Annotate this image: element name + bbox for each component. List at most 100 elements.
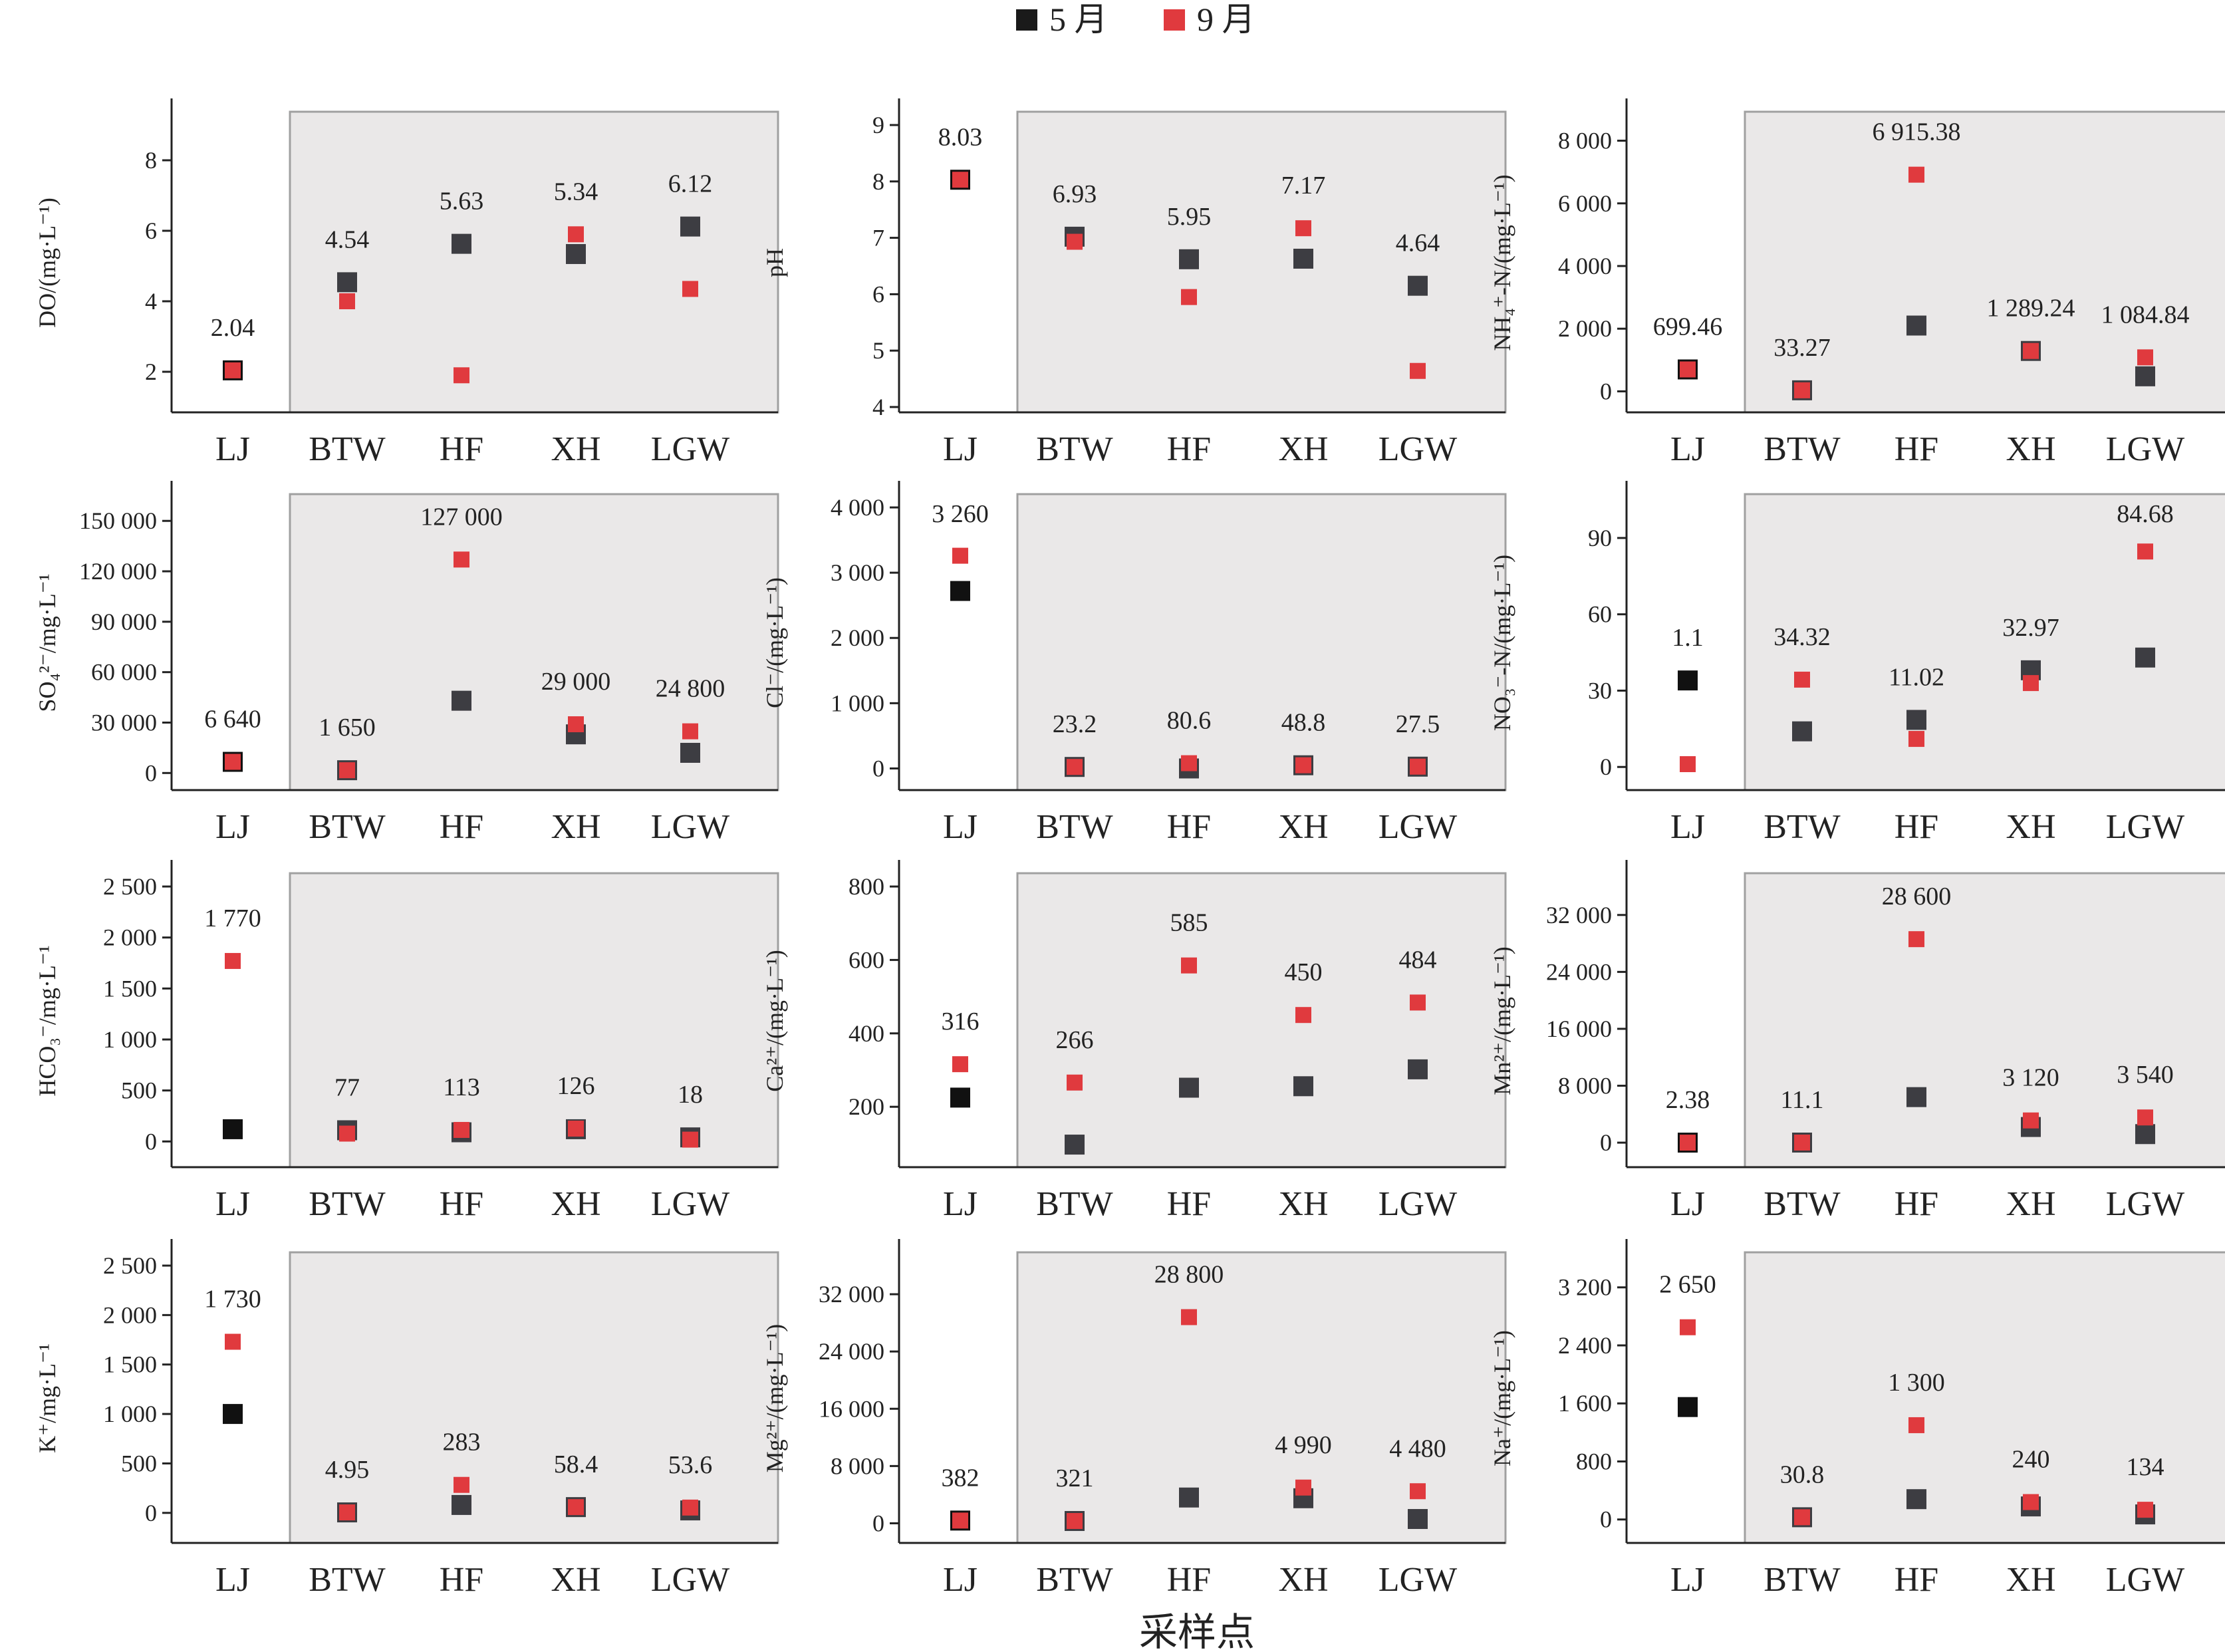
data-label: 24 800 <box>656 675 725 703</box>
data-label: 34.32 <box>1773 623 1831 651</box>
chart-mn: 0 8 000 16 000 24 000 32 000 LJ BTW HF XH LGW Mn²⁺… <box>1489 860 2225 1223</box>
y-tick-label: 9 <box>872 112 884 138</box>
y-tick-label: 8 <box>872 168 884 195</box>
data-label: 699.46 <box>1653 313 1723 341</box>
x-tick-label: LGW <box>1378 1185 1457 1223</box>
x-tick-label: HF <box>1895 1561 1938 1599</box>
point-sep <box>952 172 968 188</box>
data-label: 585 <box>1170 909 1208 937</box>
chart-no3: 0 30 60 90 LJ BTW HF XH LGW NO₃⁻-N/(mg·L⁻¹) 1.1 34.… <box>1489 481 2225 846</box>
x-tick-label: LJ <box>943 1185 978 1223</box>
data-label: 266 <box>1056 1026 1094 1054</box>
point-sep <box>1680 1135 1696 1151</box>
point-may <box>223 1119 243 1139</box>
y-tick-label: 120 000 <box>79 558 157 585</box>
data-label: 4.54 <box>325 225 370 253</box>
x-tick-label: LJ <box>215 1561 250 1599</box>
data-label: 1 289.24 <box>1987 295 2075 323</box>
data-label: 58.4 <box>554 1450 598 1478</box>
point-sep <box>339 1125 355 1142</box>
y-tick-label: 0 <box>145 1128 157 1155</box>
x-tick-label: LJ <box>943 1561 978 1599</box>
point-may <box>452 690 471 711</box>
y-tick-label: 800 <box>1576 1448 1612 1474</box>
point-sep <box>682 281 698 297</box>
x-tick-label: XH <box>2006 1185 2055 1223</box>
point-may <box>2135 1124 2155 1145</box>
y-tick-label: 6 <box>872 281 884 307</box>
y-tick-label: 500 <box>121 1450 157 1476</box>
point-may <box>1408 275 1428 296</box>
point-sep <box>1295 1007 1311 1024</box>
data-label: 6 915.38 <box>1873 118 1961 146</box>
y-tick-label: 0 <box>145 1500 157 1526</box>
y-tick-label: 1 600 <box>1558 1390 1612 1417</box>
legend: 5 月 9 月 <box>1016 1 1255 38</box>
x-tick-label: LGW <box>2106 430 2184 468</box>
shaded-region <box>1744 1251 2225 1544</box>
point-sep <box>568 226 584 243</box>
y-tick-label: 0 <box>1600 1129 1612 1156</box>
point-sep <box>952 547 968 564</box>
x-tick-label: HF <box>1167 1185 1211 1223</box>
point-sep <box>1067 759 1083 775</box>
x-tick-label: BTW <box>1764 430 1841 468</box>
y-tick-label: 8 000 <box>1558 1073 1612 1099</box>
shaded-region <box>289 1251 779 1544</box>
x-tick-label: XH <box>551 1561 600 1599</box>
x-tick-label: LJ <box>215 430 250 468</box>
y-axis-label: Ca²⁺/(mg·L⁻¹) <box>761 950 788 1092</box>
x-tick-label: LGW <box>651 1561 729 1599</box>
y-axis-label: NO₃⁻-N/(mg·L⁻¹) <box>1489 555 1515 731</box>
x-tick-label: LJ <box>1670 1561 1705 1599</box>
data-label: 113 <box>443 1073 480 1101</box>
x-tick-label: BTW <box>309 430 386 468</box>
data-label: 29 000 <box>541 668 611 696</box>
point-sep <box>339 762 355 779</box>
point-sep <box>1295 757 1311 773</box>
y-tick-label: 8 <box>145 147 157 174</box>
y-tick-label: 0 <box>1600 378 1612 404</box>
data-label: 1.1 <box>1672 624 1704 652</box>
point-sep <box>1181 755 1197 771</box>
point-may <box>452 233 471 254</box>
y-axis-label: SO₄²⁻/mg·L⁻¹ <box>34 573 61 712</box>
y-tick-label: 2 000 <box>831 624 884 651</box>
chart-grid: 2 4 6 8 LJ BTW HF XH LGW DO/(mg·L⁻¹) 2.04 4.54 5.63 5… <box>34 98 2225 1599</box>
y-tick-label: 500 <box>121 1077 157 1104</box>
data-label: 240 <box>2012 1446 2050 1474</box>
y-tick-label: 16 000 <box>1546 1016 1612 1042</box>
data-label: 5.63 <box>440 188 484 215</box>
point-may <box>1408 1509 1428 1530</box>
point-sep <box>568 716 584 733</box>
point-sep <box>2023 1494 2039 1510</box>
x-tick-label: BTW <box>309 1561 386 1599</box>
data-label: 6.12 <box>668 170 713 198</box>
data-label: 6 640 <box>204 706 261 734</box>
point-may <box>2135 366 2155 386</box>
y-tick-label: 800 <box>849 873 884 900</box>
data-label: 2.04 <box>211 314 255 342</box>
data-label: 11.02 <box>1889 663 1944 691</box>
y-tick-label: 6 000 <box>1558 190 1612 217</box>
point-may <box>337 272 357 293</box>
y-axis-label: Cl⁻/(mg·L⁻¹) <box>761 577 788 708</box>
data-label: 1 650 <box>319 714 376 742</box>
point-sep <box>2023 343 2039 359</box>
x-tick-label: BTW <box>1764 808 1841 846</box>
y-tick-label: 60 000 <box>91 659 157 686</box>
shared-x-axis-label: 采样点 <box>1139 1611 1255 1652</box>
point-sep <box>1680 756 1696 773</box>
point-may <box>680 216 700 237</box>
point-sep <box>339 1504 355 1521</box>
x-tick-label: XH <box>2006 808 2055 846</box>
y-tick-label: 4 000 <box>1558 253 1612 279</box>
data-label: 321 <box>1056 1464 1094 1492</box>
y-tick-label: 8 000 <box>1558 128 1612 154</box>
y-tick-label: 2 500 <box>103 1252 157 1279</box>
point-sep <box>1794 382 1810 398</box>
x-tick-label: LGW <box>651 808 729 846</box>
point-sep <box>682 1499 698 1516</box>
y-tick-label: 1 000 <box>831 690 884 716</box>
data-label: 33.27 <box>1773 334 1831 362</box>
